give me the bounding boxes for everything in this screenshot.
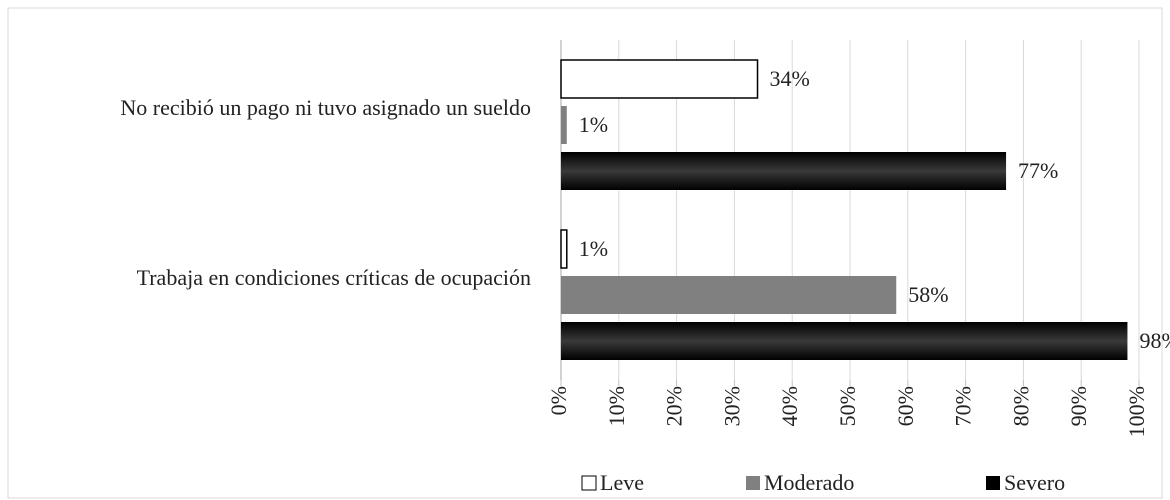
x-tick-label: 10% (604, 386, 629, 426)
x-tick-label: 30% (719, 386, 744, 426)
legend-swatch (986, 476, 1000, 490)
bar (560, 229, 568, 269)
x-tick-label: 0% (546, 386, 571, 415)
bar (561, 276, 897, 314)
category-label: Trabaja en condiciones críticas de ocupa… (136, 265, 531, 290)
legend-label: Moderado (764, 470, 854, 495)
legend-swatch (746, 476, 760, 490)
x-tick-label: 20% (662, 386, 687, 426)
x-tick-label: 70% (951, 386, 976, 426)
legend-swatch (581, 475, 597, 491)
data-label: 1% (579, 236, 608, 261)
x-tick-label: 90% (1066, 386, 1091, 426)
bar (561, 152, 1007, 190)
legend-label: Leve (600, 470, 644, 495)
frame (7, 7, 1163, 499)
data-label: 98% (1139, 328, 1170, 353)
x-tick-label: 60% (893, 386, 918, 426)
x-tick-label: 100% (1124, 386, 1149, 437)
category-label: No recibió un pago ni tuvo asignado un s… (120, 95, 531, 120)
data-label: 77% (1018, 158, 1058, 183)
data-label: 34% (770, 66, 810, 91)
x-tick-label: 50% (835, 386, 860, 426)
data-label: 58% (908, 282, 948, 307)
bar (560, 59, 759, 99)
bar (561, 106, 567, 144)
data-label: 1% (579, 112, 608, 137)
bar (561, 322, 1128, 360)
legend-label: Severo (1004, 470, 1065, 495)
x-tick-label: 40% (777, 386, 802, 426)
x-tick-label: 80% (1008, 386, 1033, 426)
